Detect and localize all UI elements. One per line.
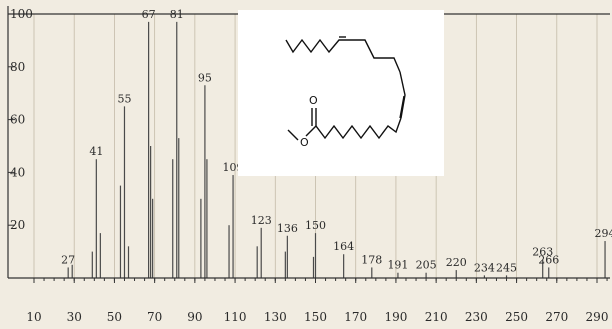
y-tick-label: 40 <box>10 165 25 179</box>
peak-label: 294 <box>595 227 612 240</box>
peak-label: 178 <box>361 253 382 266</box>
x-tick-label: 270 <box>545 310 568 324</box>
x-tick-label: 290 <box>586 310 609 324</box>
peak-label: 150 <box>305 219 326 232</box>
x-tick-label: 150 <box>304 310 327 324</box>
alkyl-chain-top <box>285 38 346 54</box>
x-tick-label: 250 <box>505 310 528 324</box>
y-tick-label: 100 <box>10 7 33 21</box>
double-bond-2 <box>399 95 405 119</box>
ticks-layer <box>8 13 608 283</box>
x-tick-label: 50 <box>107 310 122 324</box>
x-tick-label: 70 <box>147 310 162 324</box>
ester-bond <box>305 125 317 137</box>
peak-label: 41 <box>89 145 103 158</box>
peak-label: 164 <box>333 240 354 253</box>
ester-oxygen-label: O <box>300 136 309 149</box>
x-tick-label: 110 <box>224 310 247 324</box>
x-tick-label: 130 <box>264 310 287 324</box>
x-tick-label: 10 <box>26 310 41 324</box>
peak-label: 67 <box>142 8 156 21</box>
peak-label: 220 <box>446 256 467 269</box>
structure-background <box>238 10 444 176</box>
labels-layer: 10 30 50 70 90 110 130 150 170 190 210 230 250 270 290… <box>10 7 612 324</box>
peak-label: 55 <box>117 92 131 105</box>
peak-label: 266 <box>538 253 559 266</box>
peak-label: 234 <box>474 261 495 274</box>
molecule-structure-inset: O O <box>238 10 444 176</box>
x-tick-label: 210 <box>425 310 448 324</box>
methyl-bond <box>287 129 299 141</box>
y-tick-label: 80 <box>10 60 25 74</box>
peak-label: 123 <box>251 214 272 227</box>
carbonyl-oxygen-label: O <box>309 94 318 107</box>
x-tick-label: 90 <box>187 310 202 324</box>
chain-second-double <box>399 71 406 119</box>
peak-label: 245 <box>496 261 517 274</box>
peak-label: 191 <box>387 259 408 272</box>
alkyl-chain-bottom <box>315 117 402 140</box>
peak-label: 27 <box>61 253 75 266</box>
x-tick-label: 230 <box>465 310 488 324</box>
x-tick-label: 190 <box>384 310 407 324</box>
chain-link <box>346 39 401 73</box>
bars-layer <box>67 21 606 278</box>
peak-label: 95 <box>198 71 212 84</box>
peak-label: 136 <box>277 222 298 235</box>
y-tick-label: 20 <box>10 218 25 232</box>
peak-label: 81 <box>170 8 184 21</box>
peak-label: 263 <box>532 246 553 259</box>
y-tick-label: 60 <box>10 113 25 127</box>
peak-label: 205 <box>416 259 437 272</box>
x-tick-label: 30 <box>67 310 82 324</box>
x-tick-label: 170 <box>344 310 367 324</box>
